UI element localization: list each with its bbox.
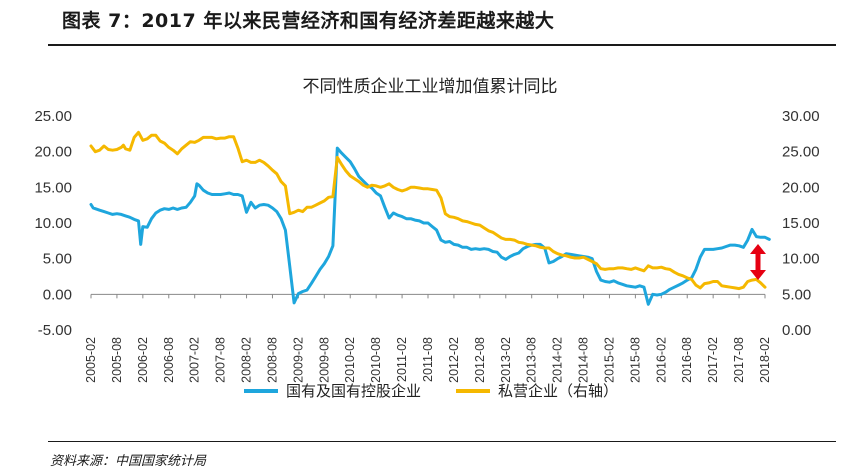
title-divider (48, 44, 836, 46)
x-axis-ticks: 2005-02 2005-08 2006-02 2006-08 2007-02 2007-… (84, 294, 772, 383)
gap-arrow-head-down (750, 270, 766, 280)
gap-arrow-head-up (750, 244, 766, 254)
x-tick-label: 2014-02 (551, 337, 565, 383)
legend: 国有及国有控股企业 私营企业（右轴） (244, 382, 618, 400)
right-tick-label: 25.00 (782, 144, 820, 161)
right-tick-label: 0.00 (782, 322, 811, 339)
left-tick-label: 5.00 (43, 251, 72, 268)
left-tick-label: 20.00 (34, 144, 72, 161)
right-tick-label: 20.00 (782, 179, 820, 196)
legend-label-private: 私营企业（右轴） (498, 382, 618, 400)
x-tick-label: 2015-02 (602, 337, 616, 383)
x-tick-label: 2015-08 (628, 337, 642, 383)
right-tick-label: 30.00 (782, 108, 820, 125)
x-tick-label: 2005-02 (84, 337, 98, 383)
x-tick-label: 2012-08 (473, 337, 487, 383)
left-tick-label: 15.00 (34, 179, 72, 196)
right-tick-label: 15.00 (782, 215, 820, 232)
left-axis-ticks: 25.00 20.00 15.00 10.00 5.00 0.00 -5.00 (34, 108, 72, 339)
series-layer (89, 130, 771, 306)
x-tick-label: 2007-08 (214, 337, 228, 383)
series-line-state (89, 146, 771, 306)
x-tick-label: 2008-08 (265, 337, 279, 383)
x-tick-label: 2017-08 (732, 337, 746, 383)
x-tick-label: 2013-08 (525, 337, 539, 383)
right-tick-label: 5.00 (782, 286, 811, 303)
source-divider (48, 441, 836, 442)
x-tick-label: 2014-08 (577, 337, 591, 383)
right-axis-ticks: 30.00 25.00 20.00 15.00 10.00 5.00 0.00 (782, 108, 820, 339)
x-tick-label: 2005-08 (110, 337, 124, 383)
x-tick-label: 2007-02 (188, 337, 202, 383)
x-tick-label: 2018-02 (758, 337, 772, 383)
source-note: 资料来源：中国国家统计局 (50, 454, 207, 469)
x-tick-label: 2008-02 (240, 337, 254, 383)
x-tick-label: 2006-02 (136, 337, 150, 383)
left-tick-label: 25.00 (34, 108, 72, 125)
line-chart: 不同性质企业工业增加值累计同比 25.00 20.00 15.00 10.00 5.00… (34, 77, 820, 400)
x-tick-label: 2011-02 (395, 337, 409, 382)
left-tick-label: -5.00 (38, 322, 72, 339)
x-tick-label: 2013-02 (499, 337, 513, 383)
legend-label-state: 国有及国有控股企业 (286, 382, 421, 400)
x-tick-label: 2009-02 (291, 337, 305, 383)
x-tick-label: 2017-02 (706, 337, 720, 383)
x-tick-label: 2006-08 (162, 337, 176, 383)
right-tick-label: 10.00 (782, 251, 820, 268)
series-line-private (89, 130, 767, 291)
gap-arrow (750, 244, 766, 280)
x-tick-label: 2016-08 (680, 337, 694, 383)
left-tick-label: 10.00 (34, 215, 72, 232)
x-tick-label: 2009-08 (317, 337, 331, 383)
chart-title: 不同性质企业工业增加值累计同比 (303, 77, 558, 97)
x-tick-label: 2010-08 (369, 337, 383, 383)
x-tick-label: 2016-02 (654, 337, 668, 383)
x-tick-label: 2010-02 (343, 337, 357, 383)
left-tick-label: 0.00 (43, 286, 72, 303)
x-tick-label: 2011-08 (421, 337, 435, 382)
x-tick-label: 2012-02 (447, 337, 461, 383)
figure-title: 图表 7：2017 年以来民营经济和国有经济差距越来越大 (62, 10, 555, 32)
